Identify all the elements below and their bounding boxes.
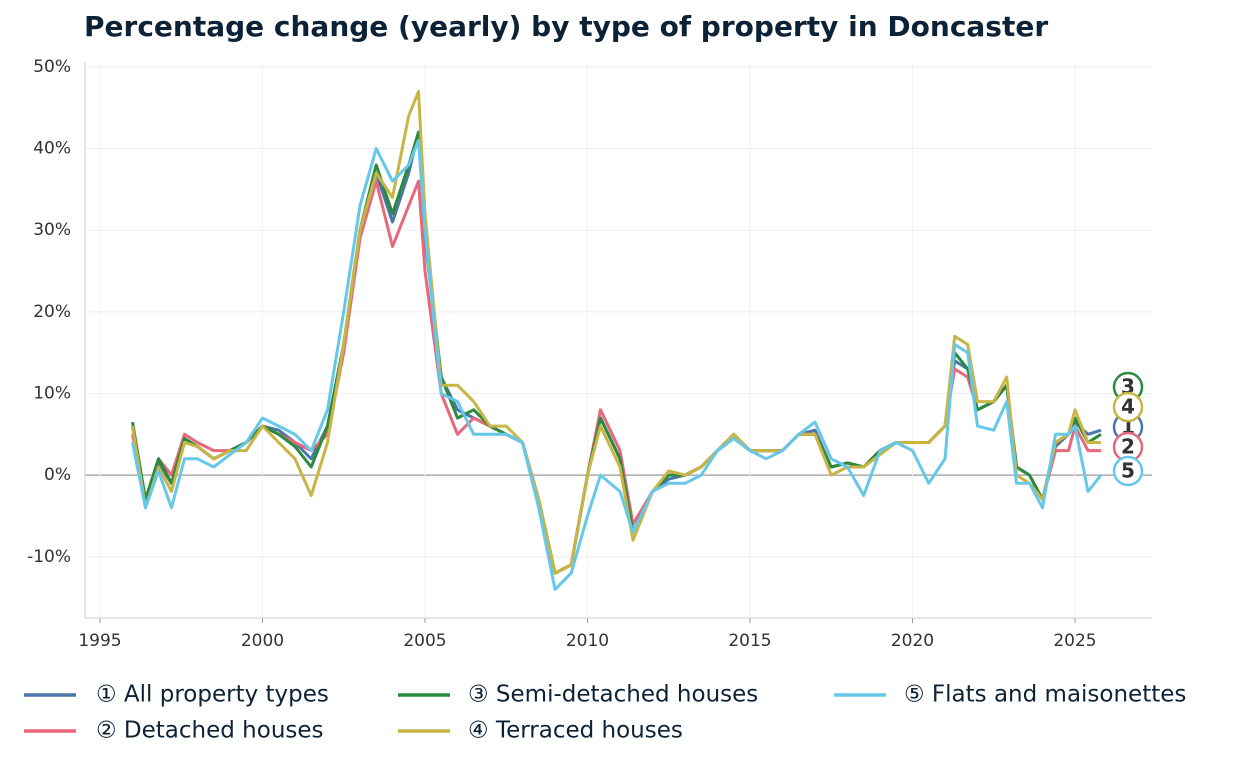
series-line: [131, 130, 1102, 575]
legend-label: ④ Terraced houses: [468, 718, 683, 744]
series-line: [131, 138, 1103, 591]
legend-label: ② Detached houses: [96, 718, 324, 744]
y-tick-label: 10%: [33, 383, 71, 403]
series-line: [131, 89, 1101, 575]
end-label: 4: [1121, 395, 1135, 419]
end-label: 2: [1121, 435, 1135, 459]
x-tick-label: 2025: [1053, 631, 1096, 651]
y-tick-label: -10%: [27, 547, 71, 567]
chart-title: Percentage change (yearly) by type of pr…: [84, 10, 1048, 43]
y-tick-label: 0%: [44, 465, 71, 485]
x-tick-label: 2020: [891, 631, 934, 651]
x-tick-label: 1995: [78, 631, 121, 651]
end-label: 5: [1121, 459, 1135, 483]
x-tick-label: 2005: [403, 631, 446, 651]
y-tick-label: 40%: [33, 139, 71, 159]
end-label-circle: [1112, 455, 1144, 487]
series-line: [131, 179, 1101, 575]
y-tick-label: 30%: [33, 220, 71, 240]
x-tick-label: 2000: [241, 631, 284, 651]
legend-label: ⑤ Flats and maisonettes: [904, 682, 1186, 708]
y-tick-label: 20%: [33, 302, 71, 322]
x-tick-label: 2010: [566, 631, 609, 651]
legend-label: ① All property types: [96, 682, 329, 708]
legend-label: ③ Semi-detached houses: [468, 682, 758, 708]
end-label-circle: [1112, 391, 1144, 423]
y-tick-label: 50%: [33, 57, 71, 77]
x-tick-label: 2015: [728, 631, 771, 651]
